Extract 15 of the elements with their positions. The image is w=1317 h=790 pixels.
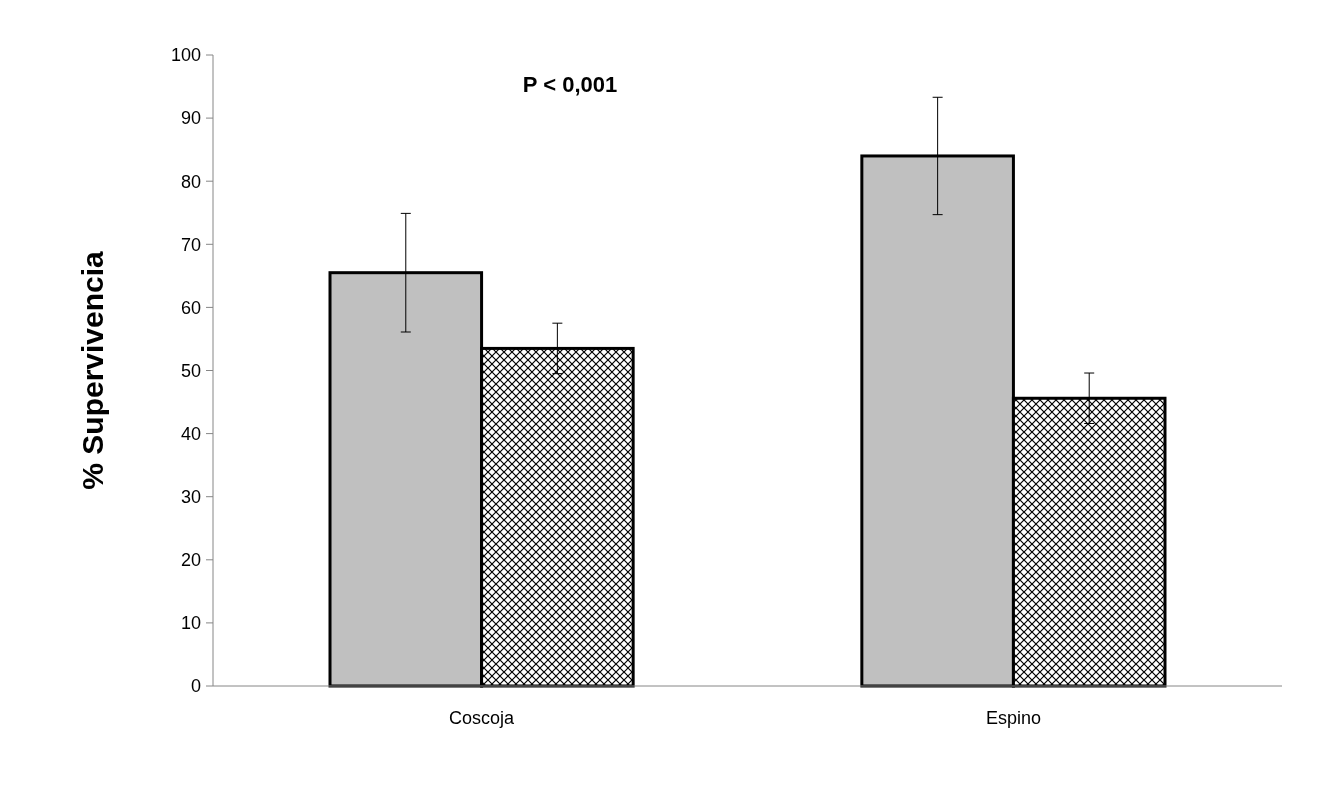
y-tick-label: 40 <box>180 423 201 444</box>
y-axis-title: % Supervivencia <box>76 250 109 490</box>
y-tick-label: 70 <box>180 234 201 255</box>
y-tick-label: 20 <box>180 550 201 571</box>
x-tick-label: Espino <box>985 708 1041 728</box>
x-tick-label: Coscoja <box>449 708 516 728</box>
y-tick-label: 0 <box>190 676 201 697</box>
y-tick-label: 50 <box>180 360 201 381</box>
y-tick-label: 100 <box>170 45 201 66</box>
y-tick-label: 30 <box>180 487 201 507</box>
y-tick-label: 60 <box>180 297 201 318</box>
y-tick-label: 80 <box>180 171 201 192</box>
y-tick-label: 90 <box>180 108 201 129</box>
annotation: P < 0,001 <box>522 72 618 97</box>
y-tick-label: 10 <box>180 613 201 634</box>
